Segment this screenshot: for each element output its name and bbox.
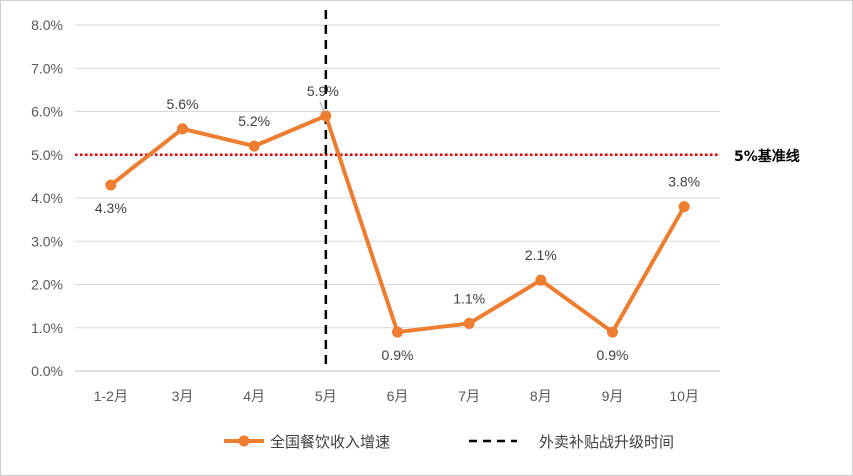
series-line bbox=[108, 113, 687, 335]
y-tick-label: 8.0% bbox=[31, 17, 63, 33]
data-point bbox=[248, 140, 260, 152]
y-axis-ticks: 0.0% 1.0% 2.0% 3.0% 4.0% 5.0% 6.0% 7.0% 8.0% bbox=[31, 17, 63, 379]
y-tick-label: 3.0% bbox=[31, 233, 63, 249]
label-leader-line bbox=[319, 101, 326, 114]
x-tick-label: 8月 bbox=[530, 388, 552, 404]
y-tick-label: 5.0% bbox=[31, 147, 63, 163]
reference-line-label: 5%基准线 bbox=[734, 148, 800, 165]
x-tick-label: 7月 bbox=[458, 388, 480, 404]
legend-series-label: 全国餐饮收入增速 bbox=[270, 433, 390, 451]
x-tick-label: 3月 bbox=[172, 388, 194, 404]
y-tick-label: 7.0% bbox=[31, 60, 63, 76]
series-group bbox=[105, 110, 690, 338]
y-tick-label: 4.0% bbox=[31, 190, 63, 206]
data-label: 5.2% bbox=[238, 113, 270, 129]
data-label: 0.9% bbox=[382, 347, 414, 363]
x-tick-label: 5月 bbox=[315, 388, 337, 404]
data-point bbox=[607, 326, 618, 338]
x-axis-ticks: 1-2月 3月 4月 5月 6月 7月 8月 9月 10月 bbox=[94, 388, 699, 404]
x-tick-label: 10月 bbox=[669, 388, 699, 404]
data-point bbox=[105, 179, 117, 191]
y-tick-label: 1.0% bbox=[31, 320, 63, 336]
data-point bbox=[463, 317, 475, 329]
data-label: 1.1% bbox=[453, 290, 485, 306]
x-tick-label: 1-2月 bbox=[94, 388, 128, 404]
data-point bbox=[177, 123, 188, 135]
gridlines bbox=[75, 24, 720, 372]
reference-line-group: 5%基准线 bbox=[75, 148, 800, 165]
y-tick-label: 0.0% bbox=[31, 363, 63, 379]
y-tick-label: 2.0% bbox=[31, 277, 63, 293]
data-labels: 4.3% 5.6% 5.2% 5.9% 0.9% 1.1% 2.1% 0.9% 3.8% bbox=[95, 83, 700, 363]
data-label: 3.8% bbox=[668, 174, 700, 190]
data-label: 0.9% bbox=[597, 347, 629, 363]
legend-marker-label: 外卖补贴战升级时间 bbox=[539, 433, 674, 451]
data-point bbox=[678, 201, 690, 213]
data-point bbox=[535, 274, 547, 286]
data-label: 2.1% bbox=[525, 247, 557, 263]
x-tick-label: 4月 bbox=[243, 388, 265, 404]
legend: 全国餐饮收入增速 外卖补贴战升级时间 bbox=[224, 433, 674, 451]
x-tick-label: 6月 bbox=[387, 388, 409, 404]
legend-series-marker bbox=[238, 435, 250, 447]
data-point bbox=[392, 326, 403, 338]
data-point bbox=[320, 110, 332, 122]
data-label: 4.3% bbox=[95, 200, 127, 216]
data-label: 5.9% bbox=[307, 83, 339, 99]
y-tick-label: 6.0% bbox=[31, 104, 63, 120]
data-label: 5.6% bbox=[167, 96, 199, 112]
x-tick-label: 9月 bbox=[602, 388, 624, 404]
